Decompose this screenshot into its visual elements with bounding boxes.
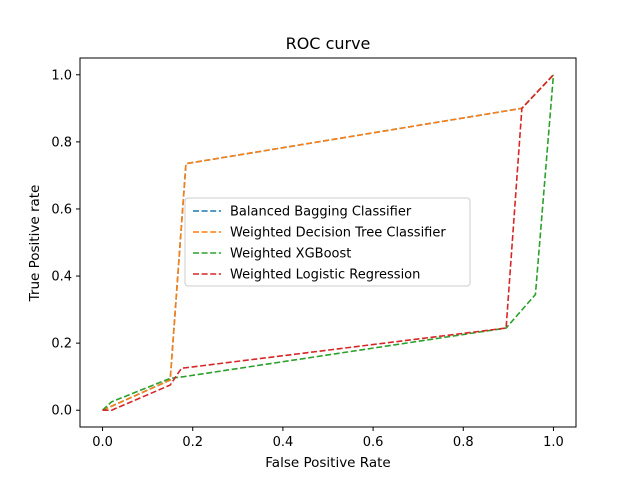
- y-axis-title: True Positive rate: [27, 185, 43, 303]
- y-tick-label: 0.8: [51, 135, 72, 150]
- legend-label: Weighted Logistic Regression: [230, 268, 420, 283]
- y-tick-label: 0.4: [51, 270, 72, 285]
- x-axis: 0.0 0.2 0.4 0.6 0.8 1.0: [92, 427, 564, 450]
- legend-box: [184, 197, 471, 287]
- y-tick-label: 1.0: [51, 68, 72, 83]
- y-tick-label: 0.6: [51, 202, 72, 217]
- series-line-3: [102, 74, 555, 411]
- legend-label: Weighted Decision Tree Classifier: [230, 226, 446, 241]
- x-axis-title: False Positive Rate: [265, 455, 390, 471]
- plot-frame: [79, 57, 577, 428]
- series-line-4: [102, 74, 555, 412]
- x-tick-label: 1.0: [543, 435, 564, 450]
- x-tick-label: 0.6: [363, 435, 384, 450]
- plot-lines: [102, 74, 555, 412]
- y-axis: 0.0 0.2 0.4 0.6 0.8 1.0: [51, 68, 80, 419]
- legend: Balanced Bagging Classifier Weighted Deci…: [184, 197, 471, 287]
- x-tick-label: 0.0: [92, 435, 113, 450]
- legend-label: Balanced Bagging Classifier: [230, 205, 412, 220]
- y-tick-label: 0.0: [51, 404, 72, 419]
- legend-label: Weighted XGBoost: [230, 247, 351, 262]
- chart-title: ROC curve: [286, 34, 371, 53]
- x-tick-label: 0.4: [273, 435, 294, 450]
- y-tick-label: 0.2: [51, 337, 72, 352]
- x-tick-label: 0.2: [182, 435, 203, 450]
- x-tick-label: 0.8: [453, 435, 474, 450]
